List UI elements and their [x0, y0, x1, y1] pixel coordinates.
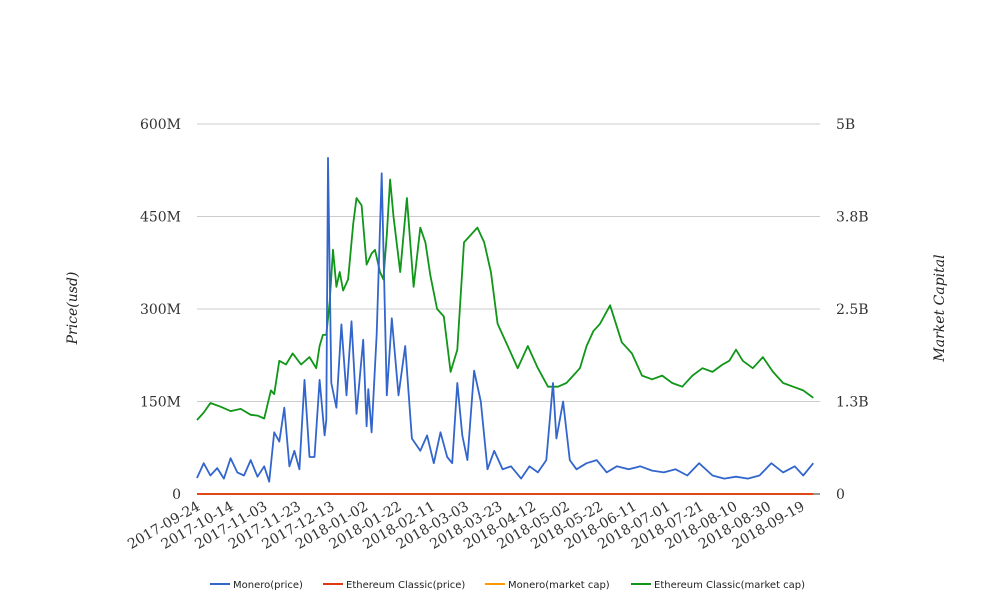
axes: 0 150M 300M 450M 600M 0 1.3B 2.5B 3.8B 5B: [140, 117, 869, 503]
grid-lines: [197, 123, 820, 402]
legend: Monero(price) Ethereum Classic(price) Mone…: [210, 580, 805, 591]
series-line-ethereum-classic-market-cap: [196, 178, 814, 421]
x-tick-labels: 2017-09-242017-10-142017-11-032017-11-23…: [125, 499, 807, 553]
legend-label: Monero(market cap): [508, 580, 610, 591]
y-left-tick-label: 450M: [140, 210, 181, 226]
y-axis-right-title: Market Capital: [932, 254, 948, 362]
y-axis-left-title: Price(usd): [65, 272, 81, 346]
y-right-tick-label: 1.3B: [836, 395, 869, 411]
y-left-tick-label: 0: [172, 487, 181, 503]
y-right-tick-label: 2.5B: [836, 302, 869, 318]
legend-label: Ethereum Classic(market cap): [654, 580, 805, 591]
legend-label: Ethereum Classic(price): [346, 580, 465, 591]
y-left-tick-label: 300M: [140, 302, 181, 318]
y-left-tick-label: 150M: [140, 395, 181, 411]
y-right-tick-label: 3.8B: [836, 210, 869, 226]
series-line-monero-price: [196, 156, 814, 483]
series-lines: [196, 156, 814, 495]
y-right-tick-label: 0: [836, 487, 845, 503]
y-left-tick-label: 600M: [140, 117, 181, 133]
y-right-tick-label: 5B: [836, 117, 855, 133]
legend-label: Monero(price): [233, 580, 303, 591]
